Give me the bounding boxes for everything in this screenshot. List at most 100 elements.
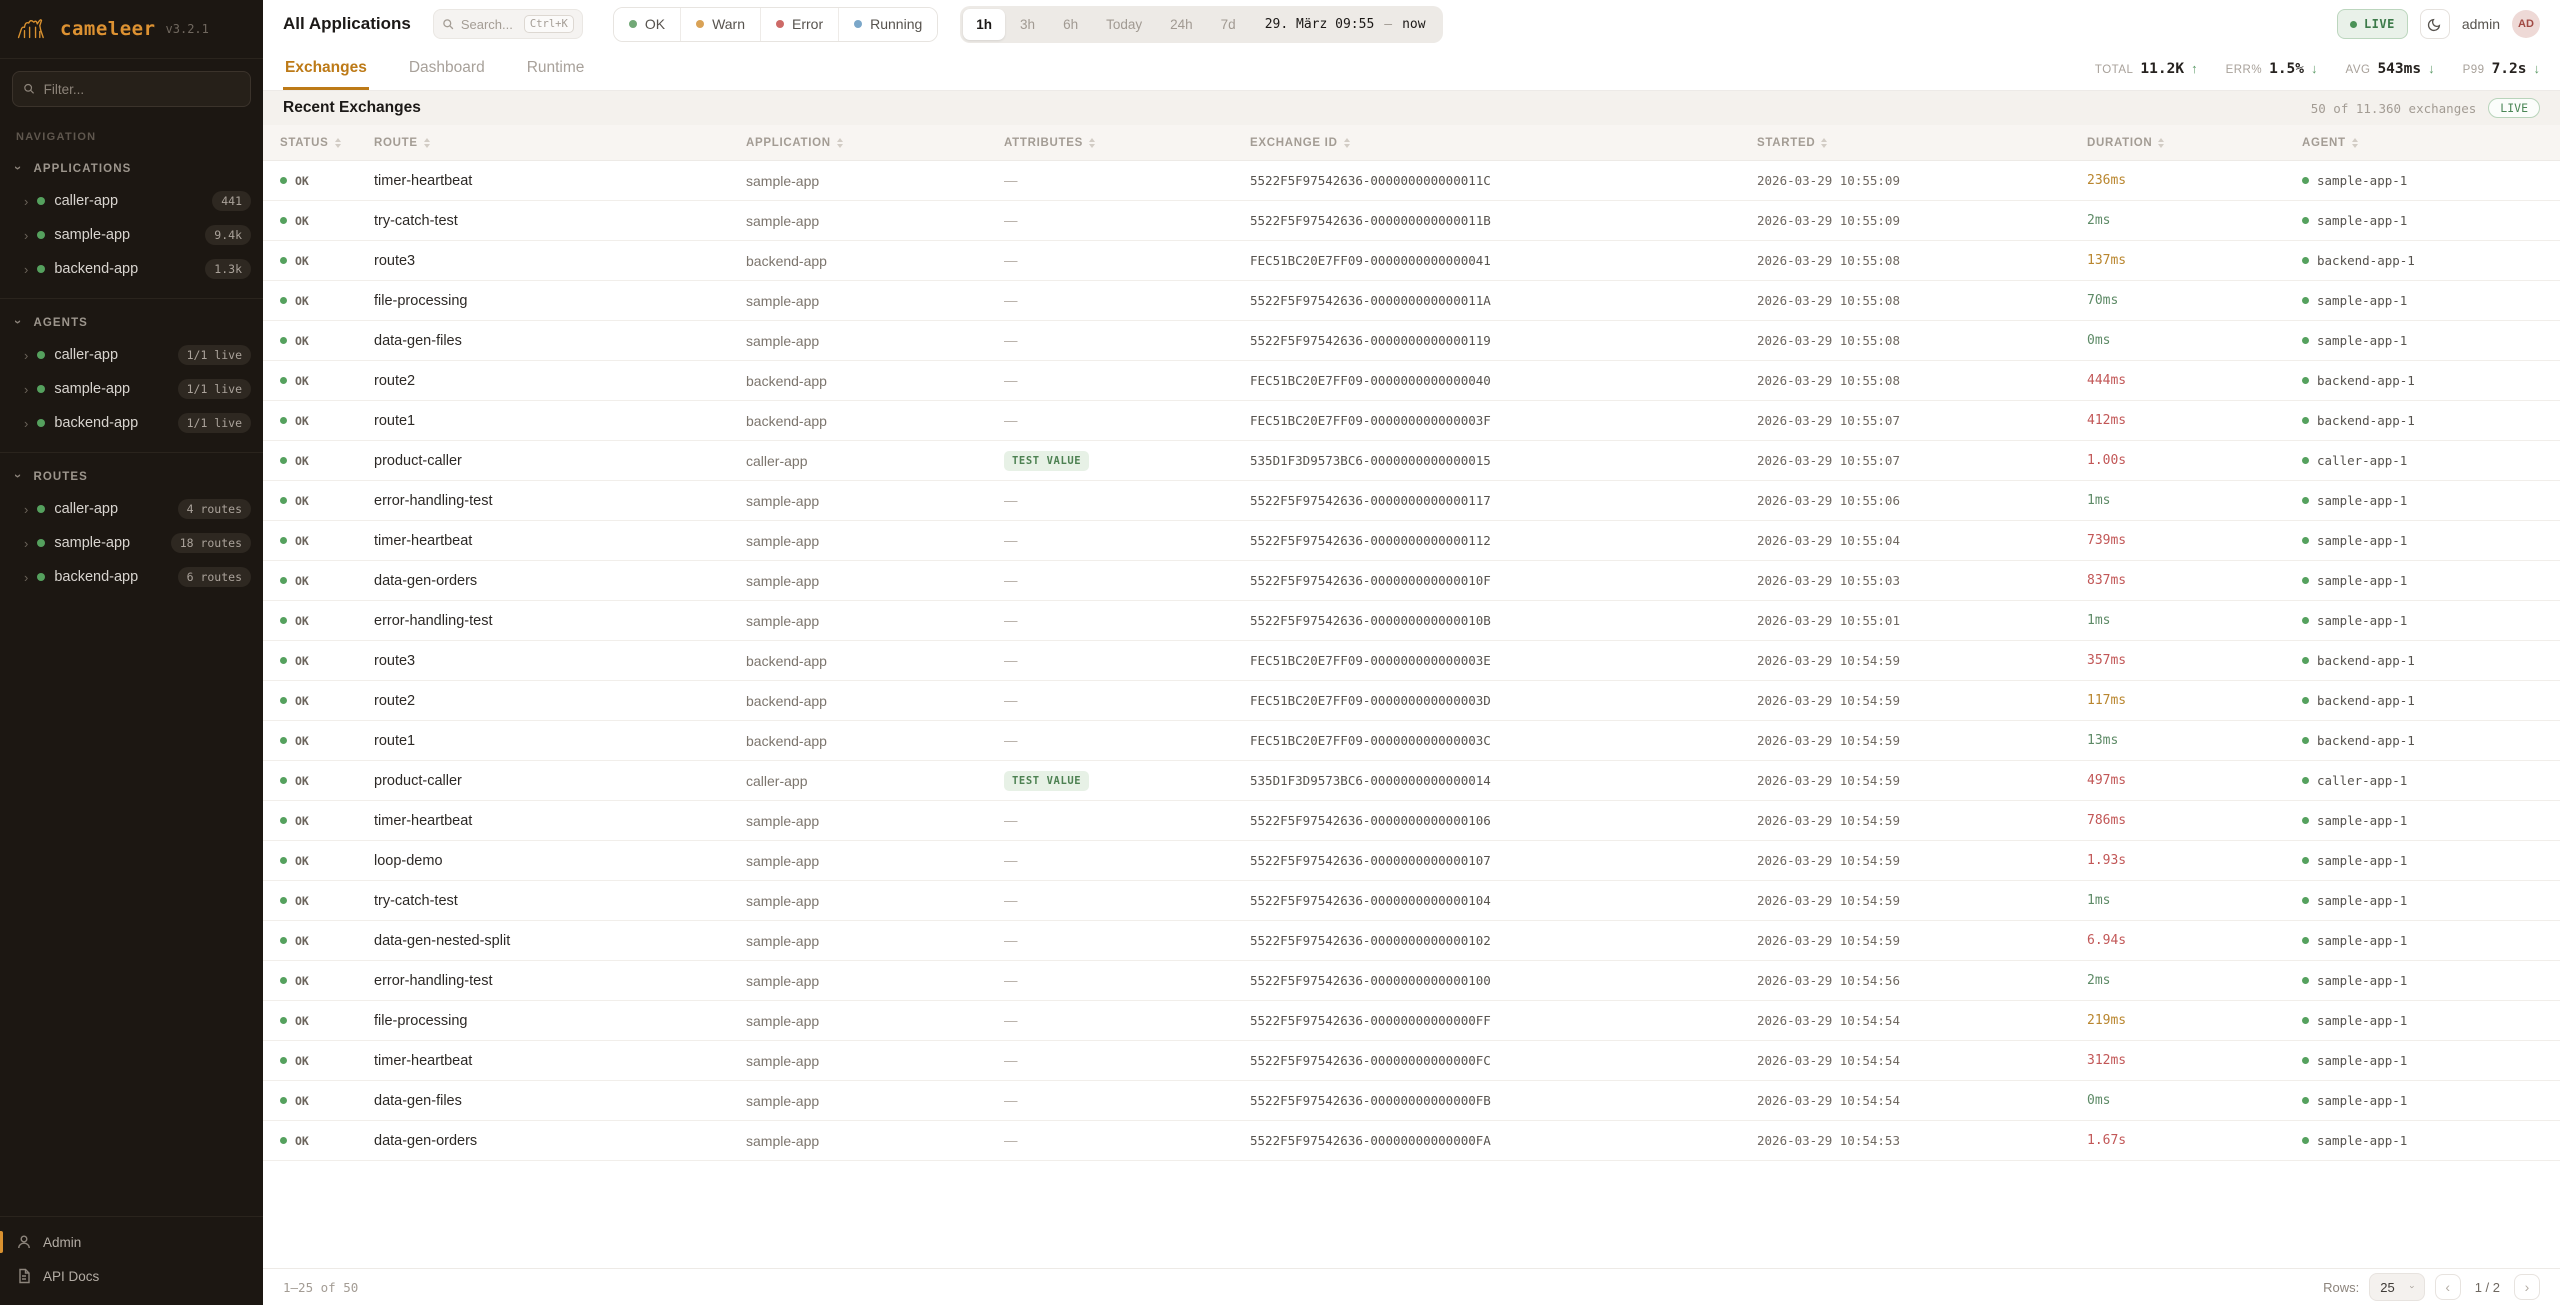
table-row[interactable]: OK product-caller caller-app TEST VALUE 535D… [263, 761, 2560, 801]
table-row[interactable]: OK timer-heartbeat sample-app — 5522F5F97542… [263, 1041, 2560, 1081]
column-header-started[interactable]: STARTED [1740, 137, 2070, 149]
sidebar-footer-item-api-docs[interactable]: API Docs [0, 1259, 263, 1293]
sidebar-filter-input[interactable] [43, 81, 240, 97]
column-header-route[interactable]: ROUTE [357, 137, 729, 149]
time-range-7d[interactable]: 7d [1208, 9, 1249, 40]
sidebar-section-header-routes[interactable]: › ROUTES [0, 459, 263, 492]
table-row[interactable]: OK route1 backend-app — FEC51BC20E7FF09-0000… [263, 721, 2560, 761]
table-row[interactable]: OK route3 backend-app — FEC51BC20E7FF09-0000… [263, 641, 2560, 681]
table-row[interactable]: OK error-handling-test sample-app — 5522F5F9… [263, 481, 2560, 521]
started-cell: 2026-03-29 10:54:59 [1757, 693, 1900, 708]
tab-runtime[interactable]: Runtime [525, 48, 587, 90]
table-row[interactable]: OK file-processing sample-app — 5522F5F97542… [263, 281, 2560, 321]
sidebar-item-routes-backend-app[interactable]: › backend-app 6 routes [0, 560, 263, 594]
route-cell: data-gen-orders [374, 572, 478, 589]
agent-name: sample-app-1 [2317, 973, 2408, 988]
column-header-duration[interactable]: DURATION [2070, 137, 2285, 149]
table-row[interactable]: OK data-gen-orders sample-app — 5522F5F97542… [263, 1121, 2560, 1161]
time-range-24h[interactable]: 24h [1157, 9, 1206, 40]
time-range-3h[interactable]: 3h [1007, 9, 1048, 40]
status-ok-dot-icon [280, 617, 287, 624]
sidebar-section-header-applications[interactable]: › APPLICATIONS [0, 151, 263, 184]
sidebar-section-label: APPLICATIONS [33, 162, 132, 175]
table-row[interactable]: OK product-caller caller-app TEST VALUE 535D… [263, 441, 2560, 481]
table-row[interactable]: OK timer-heartbeat sample-app — 5522F5F97542… [263, 161, 2560, 201]
filter-chip-ok[interactable]: OK [613, 7, 681, 41]
table-row[interactable]: OK route2 backend-app — FEC51BC20E7FF09-0000… [263, 681, 2560, 721]
status-text: OK [295, 773, 309, 788]
chevron-right-icon: › [24, 261, 29, 277]
table-row[interactable]: OK data-gen-files sample-app — 5522F5F975426… [263, 1081, 2560, 1121]
sidebar-item-routes-caller-app[interactable]: › caller-app 4 routes [0, 492, 263, 526]
table-row[interactable]: OK error-handling-test sample-app — 5522F5F9… [263, 961, 2560, 1001]
table-row[interactable]: OK route3 backend-app — FEC51BC20E7FF09-0000… [263, 241, 2560, 281]
live-toggle-button[interactable]: LIVE [2336, 9, 2408, 39]
column-header-application[interactable]: APPLICATION [729, 137, 987, 149]
application-cell: sample-app [746, 572, 820, 589]
sidebar-item-agents-sample-app[interactable]: › sample-app 1/1 live [0, 372, 263, 406]
table-row[interactable]: OK route2 backend-app — FEC51BC20E7FF09-0000… [263, 361, 2560, 401]
table-row[interactable]: OK data-gen-files sample-app — 5522F5F975426… [263, 321, 2560, 361]
table-row[interactable]: OK file-processing sample-app — 5522F5F97542… [263, 1001, 2560, 1041]
rows-per-page-select[interactable]: 25 › [2369, 1273, 2425, 1301]
table-row[interactable]: OK timer-heartbeat sample-app — 5522F5F97542… [263, 801, 2560, 841]
status-text: OK [295, 813, 309, 828]
table-row[interactable]: OK data-gen-orders sample-app — 5522F5F97542… [263, 561, 2560, 601]
column-header-agent[interactable]: AGENT [2285, 137, 2560, 149]
table-row[interactable]: OK error-handling-test sample-app — 5522F5F9… [263, 601, 2560, 641]
time-range-1h[interactable]: 1h [963, 8, 1006, 40]
filter-chip-error[interactable]: Error [760, 7, 839, 41]
sidebar-footer-label: API Docs [43, 1268, 100, 1284]
status-text: OK [295, 213, 309, 228]
sidebar-filter[interactable] [12, 71, 251, 107]
sidebar-divider [0, 452, 263, 453]
agent-cell: sample-app-1 [2285, 293, 2560, 308]
tab-exchanges[interactable]: Exchanges [283, 48, 369, 90]
sidebar-item-applications-sample-app[interactable]: › sample-app 9.4k [0, 218, 263, 252]
sidebar-item-applications-backend-app[interactable]: › backend-app 1.3k [0, 252, 263, 286]
filter-chip-running[interactable]: Running [838, 7, 938, 41]
sidebar-sections: › APPLICATIONS › caller-app 441 › sample-app 9.… [0, 151, 263, 594]
table-row[interactable]: OK timer-heartbeat sample-app — 5522F5F97542… [263, 521, 2560, 561]
table-row[interactable]: OK route1 backend-app — FEC51BC20E7FF09-0000… [263, 401, 2560, 441]
sidebar-item-agents-backend-app[interactable]: › backend-app 1/1 live [0, 406, 263, 440]
chevron-right-icon: › [24, 347, 29, 363]
sidebar-section-header-agents[interactable]: › AGENTS [0, 305, 263, 338]
table-row[interactable]: OK try-catch-test sample-app — 5522F5F975426… [263, 881, 2560, 921]
exchange-count-summary: 50 of 11.360 exchanges [2310, 100, 2477, 116]
date-range[interactable]: 29. März 09:55 – now [1251, 17, 1440, 32]
status-text: OK [295, 573, 309, 588]
search-shortcut-kbd: Ctrl+K [523, 15, 574, 33]
sidebar-footer-item-admin[interactable]: Admin [0, 1225, 263, 1259]
stat-label: TOTAL [2094, 64, 2134, 76]
column-header-exchange-id[interactable]: EXCHANGE ID [1233, 137, 1740, 149]
status-ok-dot-icon [280, 497, 287, 504]
prev-page-button[interactable]: ‹ [2434, 1274, 2461, 1300]
table-row[interactable]: OK data-gen-nested-split sample-app — 5522F5… [263, 921, 2560, 961]
next-page-button[interactable]: › [2514, 1274, 2540, 1300]
theme-toggle-button[interactable] [2419, 9, 2450, 39]
avatar[interactable]: AD [2512, 10, 2540, 38]
chevron-right-icon: › [24, 193, 29, 209]
agent-name: sample-app-1 [2317, 933, 2408, 948]
sidebar-item-routes-sample-app[interactable]: › sample-app 18 routes [0, 526, 263, 560]
time-range-6h[interactable]: 6h [1050, 9, 1091, 40]
filter-chip-warn[interactable]: Warn [680, 7, 760, 41]
column-header-status[interactable]: STATUS [263, 137, 357, 149]
tab-dashboard[interactable]: Dashboard [407, 48, 487, 90]
sidebar-item-applications-caller-app[interactable]: › caller-app 441 [0, 184, 263, 218]
sidebar-section-label: ROUTES [33, 470, 88, 483]
search-input[interactable] [460, 16, 518, 32]
sidebar-item-label: caller-app [54, 347, 119, 363]
table-row[interactable]: OK loop-demo sample-app — 5522F5F97542636-00… [263, 841, 2560, 881]
duration-cell: 0ms [2087, 1093, 2111, 1108]
sidebar-item-agents-caller-app[interactable]: › caller-app 1/1 live [0, 338, 263, 372]
search-box[interactable]: Ctrl+K [432, 9, 583, 39]
agent-cell: sample-app-1 [2285, 613, 2560, 628]
column-header-attributes[interactable]: ATTRIBUTES [987, 137, 1233, 149]
time-range-today[interactable]: Today [1093, 9, 1155, 40]
exchange-id-cell: 5522F5F97542636-000000000000010B [1250, 613, 1491, 628]
table-row[interactable]: OK try-catch-test sample-app — 5522F5F975426… [263, 201, 2560, 241]
attributes-cell: — [1004, 493, 1018, 508]
chevron-right-icon: › [24, 535, 29, 551]
